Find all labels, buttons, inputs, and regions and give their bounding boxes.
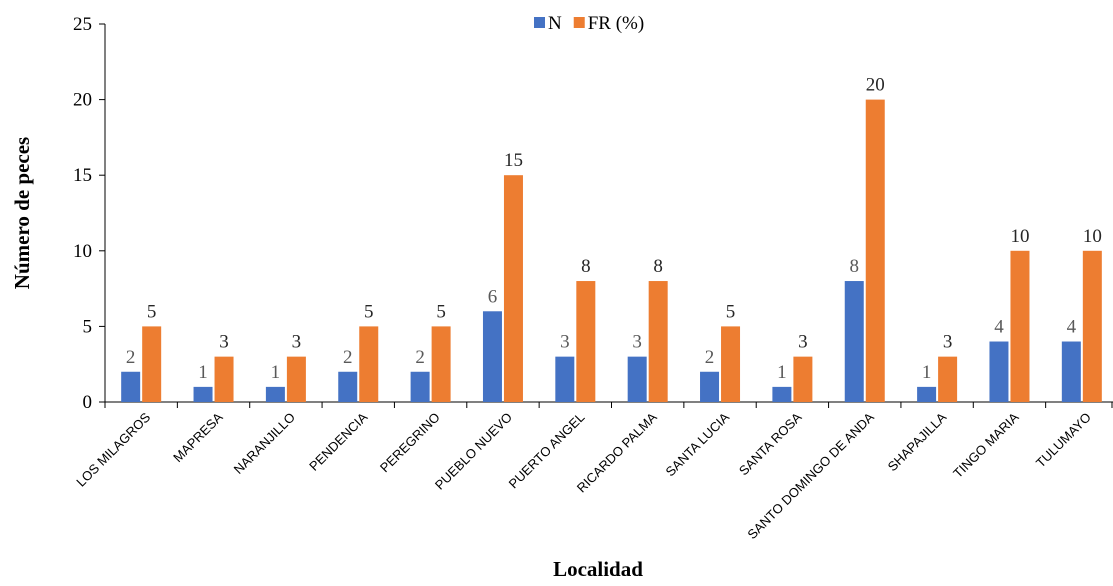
x-axis: LOS MILAGROS MAPRESA NARANJILLO PENDENCIA PE… xyxy=(73,401,1113,542)
bar-fr xyxy=(938,356,958,402)
data-label: 1 xyxy=(922,362,932,383)
bar-n xyxy=(700,371,720,402)
data-label: 1 xyxy=(198,362,208,383)
y-tick-label: 20 xyxy=(73,90,92,111)
data-label: 20 xyxy=(866,75,885,96)
bar-fr xyxy=(503,175,523,402)
x-category-label: PENDENCIA xyxy=(306,409,370,473)
bar-fr xyxy=(721,326,741,402)
data-label: 2 xyxy=(415,347,425,368)
bar-n xyxy=(338,371,358,402)
bar-fr xyxy=(286,356,306,402)
bar-fr xyxy=(214,356,234,402)
bar-fr xyxy=(142,326,162,402)
data-label: 4 xyxy=(1067,317,1077,338)
data-label: 2 xyxy=(126,347,136,368)
y-axis-title: Número de peces xyxy=(10,137,34,289)
data-label: 3 xyxy=(219,332,229,353)
bar-n xyxy=(989,341,1009,402)
x-category-label: SANTA ROSA xyxy=(736,409,805,478)
data-label: 3 xyxy=(798,332,808,353)
bar-fr xyxy=(359,326,379,402)
bars xyxy=(121,99,1102,402)
bar-fr xyxy=(431,326,451,402)
legend: N FR (%) xyxy=(534,13,644,34)
data-labels: 2 1 1 2 2 6 3 3 2 1 8 1 4 4 5 3 3 5 5 15 8 8 5 3 20 3 10 10 xyxy=(126,75,1102,383)
bar-fr xyxy=(1082,250,1102,402)
y-tick-label: 5 xyxy=(83,316,93,337)
data-label: 3 xyxy=(632,332,642,353)
data-label: 15 xyxy=(504,150,523,171)
x-category-label: SANTA LUCIA xyxy=(662,409,732,479)
x-category-label: PUERTO ANGEL xyxy=(506,410,588,492)
data-label: 5 xyxy=(436,301,446,322)
data-label: 4 xyxy=(994,317,1004,338)
data-label: 2 xyxy=(705,347,715,368)
bar-n xyxy=(265,386,285,402)
x-category-label: RICARDO PALMA xyxy=(574,409,660,495)
x-category-label: LOS MILAGROS xyxy=(73,409,153,489)
data-label: 1 xyxy=(777,362,787,383)
bar-n xyxy=(410,371,430,402)
data-label: 5 xyxy=(364,301,374,322)
x-category-label: PEREGRINO xyxy=(377,410,443,476)
bar-fr xyxy=(793,356,813,402)
data-label: 10 xyxy=(1083,226,1102,247)
data-label: 8 xyxy=(850,256,860,277)
x-category-label: TULUMAYO xyxy=(1033,410,1094,471)
bar-n xyxy=(917,386,937,402)
data-label: 1 xyxy=(271,362,281,383)
legend-swatch xyxy=(573,17,585,28)
data-label: 2 xyxy=(343,347,353,368)
data-label: 3 xyxy=(560,332,570,353)
bar-n xyxy=(482,311,502,402)
x-category-label: TINGO MARIA xyxy=(950,409,1022,481)
bar-n xyxy=(121,371,141,402)
bar-fr xyxy=(865,99,885,402)
y-tick-label: 15 xyxy=(73,165,92,186)
data-label: 8 xyxy=(581,256,591,277)
legend-label: FR (%) xyxy=(588,13,644,34)
x-axis-title: Localidad xyxy=(553,557,643,581)
y-axis: 0 5 10 15 20 25 xyxy=(73,14,106,413)
data-label: 10 xyxy=(1010,226,1029,247)
bar-fr xyxy=(648,281,668,402)
y-tick-label: 10 xyxy=(73,241,92,262)
data-label: 3 xyxy=(943,332,953,353)
x-category-label: PUEBLO NUEVO xyxy=(432,410,515,493)
bar-n xyxy=(555,356,575,402)
legend-swatch xyxy=(534,17,545,28)
x-category-label: SANTO DOMINGO DE ANDA xyxy=(744,409,877,542)
data-label: 5 xyxy=(147,301,157,322)
bar-n xyxy=(772,386,792,402)
x-category-label: SHAPAJILLA xyxy=(885,409,950,474)
y-tick-label: 0 xyxy=(83,392,93,413)
bar-n xyxy=(1061,341,1081,402)
legend-label: N xyxy=(548,13,562,34)
data-label: 3 xyxy=(292,332,302,353)
bar-fr xyxy=(576,281,596,402)
x-category-label: NARANJILLO xyxy=(231,410,298,477)
data-label: 8 xyxy=(653,256,663,277)
x-category-label: MAPRESA xyxy=(170,409,226,465)
data-label: 5 xyxy=(726,301,736,322)
bar-n xyxy=(844,281,864,402)
bar-n xyxy=(193,386,213,402)
data-label: 6 xyxy=(488,286,498,307)
bar-n xyxy=(627,356,647,402)
bar-fr xyxy=(1010,250,1030,402)
y-tick-label: 25 xyxy=(73,14,92,35)
